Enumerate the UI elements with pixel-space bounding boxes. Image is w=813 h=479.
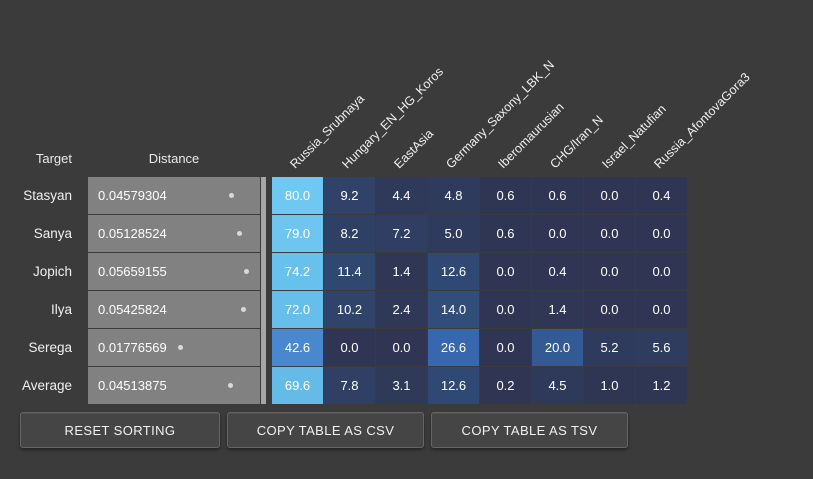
distance-value: 0.05425824	[98, 302, 167, 317]
target-column-header[interactable]: Target	[35, 151, 72, 166]
value-cell: 20.0	[532, 329, 583, 366]
value-cell: 7.8	[324, 367, 375, 404]
value-cell: 72.0	[272, 291, 323, 328]
value-cell: 11.4	[324, 253, 375, 290]
value-cell: 0.0	[480, 253, 531, 290]
value-cell: 14.0	[428, 291, 479, 328]
distance-value: 0.04513875	[98, 378, 167, 393]
value-cell: 4.4	[376, 177, 427, 214]
copy-table-csv-button[interactable]: COPY TABLE AS CSV	[227, 412, 424, 448]
row-target-label: Stasyan	[23, 188, 72, 203]
value-cell: 1.0	[584, 367, 635, 404]
value-cell: 74.2	[272, 253, 323, 290]
value-cell: 0.0	[636, 215, 687, 252]
distance-value: 0.04579304	[98, 188, 167, 203]
row-target-label: Ilya	[50, 302, 72, 317]
value-cell: 5.6	[636, 329, 687, 366]
distance-cell: 0.05128524	[88, 215, 260, 252]
value-cell: 4.5	[532, 367, 583, 404]
value-cell: 1.4	[376, 253, 427, 290]
value-cell: 0.0	[324, 329, 375, 366]
value-cell: 0.0	[584, 291, 635, 328]
value-cell: 69.6	[272, 367, 323, 404]
value-cell: 0.0	[532, 215, 583, 252]
value-cell: 3.1	[376, 367, 427, 404]
value-cell: 0.4	[636, 177, 687, 214]
value-cell: 0.0	[376, 329, 427, 366]
distance-cell: 0.05425824	[88, 291, 260, 328]
distance-dot-marker	[244, 269, 249, 274]
distance-cell: 0.04513875	[88, 367, 260, 404]
value-cell: 1.2	[636, 367, 687, 404]
value-cell: 5.0	[428, 215, 479, 252]
value-cell: 79.0	[272, 215, 323, 252]
value-cell: 0.2	[480, 367, 531, 404]
action-buttons: RESET SORTING COPY TABLE AS CSV COPY TAB…	[20, 412, 628, 448]
value-cell: 0.0	[636, 291, 687, 328]
distance-dot-marker	[240, 307, 246, 312]
distance-dot-marker	[228, 193, 234, 198]
value-cell: 0.0	[584, 215, 635, 252]
value-cell: 0.0	[584, 177, 635, 214]
distance-dot-marker	[236, 231, 242, 236]
column-header-eastasia[interactable]: EastAsia	[391, 126, 437, 172]
distance-scale-bar	[261, 177, 266, 404]
value-cell: 42.6	[272, 329, 323, 366]
copy-table-tsv-button[interactable]: COPY TABLE AS TSV	[431, 412, 628, 448]
row-target-label: Serega	[28, 340, 72, 355]
value-cell: 0.0	[636, 253, 687, 290]
column-header-hungary-en-hg-koros[interactable]: Hungary_EN_HG_Koros	[339, 64, 447, 172]
value-cell: 8.2	[324, 215, 375, 252]
value-cell: 26.6	[428, 329, 479, 366]
distance-cell: 0.01776569	[88, 329, 260, 366]
distance-cell: 0.05659155	[88, 253, 260, 290]
distance-value: 0.05128524	[98, 226, 167, 241]
distance-value: 0.01776569	[98, 340, 167, 355]
distance-cell: 0.04579304	[88, 177, 260, 214]
value-cell: 4.8	[428, 177, 479, 214]
value-cell: 0.0	[584, 253, 635, 290]
value-cell: 0.6	[480, 215, 531, 252]
value-cell: 9.2	[324, 177, 375, 214]
value-cell: 0.6	[532, 177, 583, 214]
column-header-russia-afontovagora3[interactable]: Russia_AfontovaGora3	[651, 69, 753, 172]
value-cell: 0.0	[480, 291, 531, 328]
distance-dot-marker	[227, 383, 233, 388]
value-cell: 0.6	[480, 177, 531, 214]
value-cell: 12.6	[428, 367, 479, 404]
row-target-label: Average	[21, 378, 72, 393]
reset-sorting-button[interactable]: RESET SORTING	[20, 412, 220, 448]
value-cell: 5.2	[584, 329, 635, 366]
row-target-label: Jopich	[32, 264, 72, 279]
value-cell: 0.0	[480, 329, 531, 366]
value-cell: 1.4	[532, 291, 583, 328]
row-target-label: Sanya	[33, 226, 72, 241]
distance-value: 0.05659155	[98, 264, 167, 279]
value-cell: 2.4	[376, 291, 427, 328]
value-cell: 80.0	[272, 177, 323, 214]
distance-column-header[interactable]: Distance	[148, 151, 200, 166]
value-cell: 7.2	[376, 215, 427, 252]
value-cell: 0.4	[532, 253, 583, 290]
value-cell: 12.6	[428, 253, 479, 290]
value-cell: 10.2	[324, 291, 375, 328]
distance-dot-marker	[178, 345, 184, 350]
